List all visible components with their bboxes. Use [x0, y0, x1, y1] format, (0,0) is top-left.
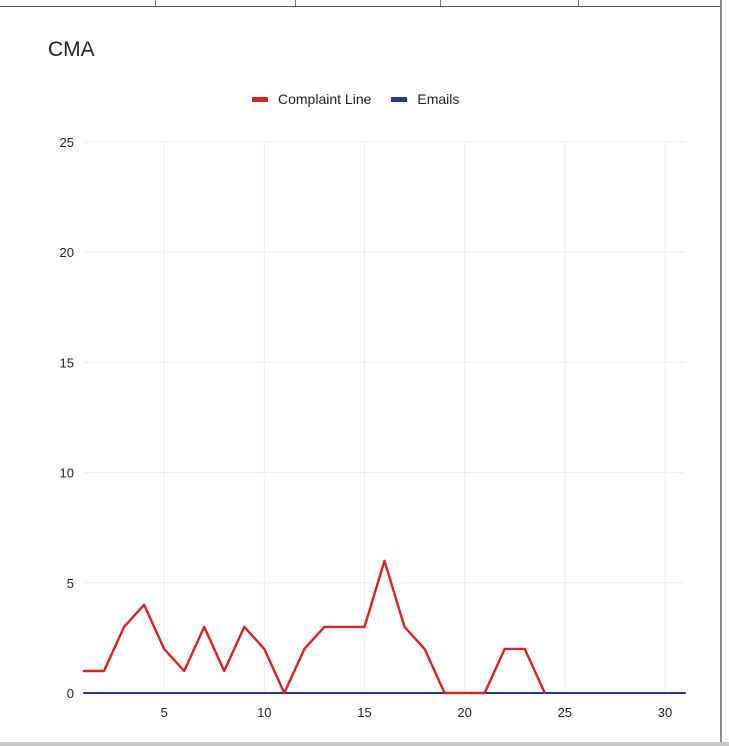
- y-tick-label: 20: [60, 245, 74, 260]
- x-tick-label: 25: [558, 705, 572, 720]
- chart-title: CMA: [48, 38, 95, 61]
- x-tick-label: 20: [457, 705, 471, 720]
- top-strip-divider: [295, 0, 296, 6]
- right-border: [720, 0, 722, 746]
- y-tick-label: 25: [60, 135, 74, 150]
- legend-label-emails: Emails: [417, 91, 460, 107]
- x-tick-label: 30: [658, 705, 672, 720]
- top-strip-divider: [578, 0, 579, 6]
- series-line-complaint-line: [82, 559, 546, 695]
- bottom-border: [0, 742, 729, 746]
- y-tick-label: 15: [60, 355, 74, 370]
- y-tick-label: 0: [67, 686, 74, 701]
- x-tick-label: 10: [257, 705, 271, 720]
- top-strip-divider: [440, 0, 441, 6]
- legend-swatch-complaint-line: [252, 96, 268, 102]
- legend-item-complaint-line: Complaint Line: [252, 91, 371, 107]
- x-tick-label: 15: [357, 705, 371, 720]
- y-tick-label: 10: [60, 466, 74, 481]
- legend-item-emails: Emails: [391, 91, 459, 107]
- top-strip-divider: [155, 0, 156, 6]
- top-border-strip: [0, 0, 720, 7]
- chart-legend: Complaint Line Emails: [252, 91, 479, 107]
- legend-swatch-emails: [391, 96, 408, 102]
- legend-label-complaint-line: Complaint Line: [278, 91, 372, 107]
- y-tick-label: 5: [67, 576, 74, 591]
- x-tick-label: 5: [161, 705, 168, 720]
